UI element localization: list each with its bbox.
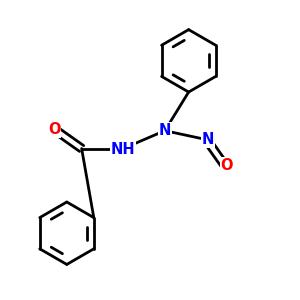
Text: O: O xyxy=(220,158,233,173)
Text: N: N xyxy=(202,132,214,147)
Text: O: O xyxy=(48,122,61,137)
Text: N: N xyxy=(159,123,171,138)
Text: NH: NH xyxy=(111,142,136,157)
